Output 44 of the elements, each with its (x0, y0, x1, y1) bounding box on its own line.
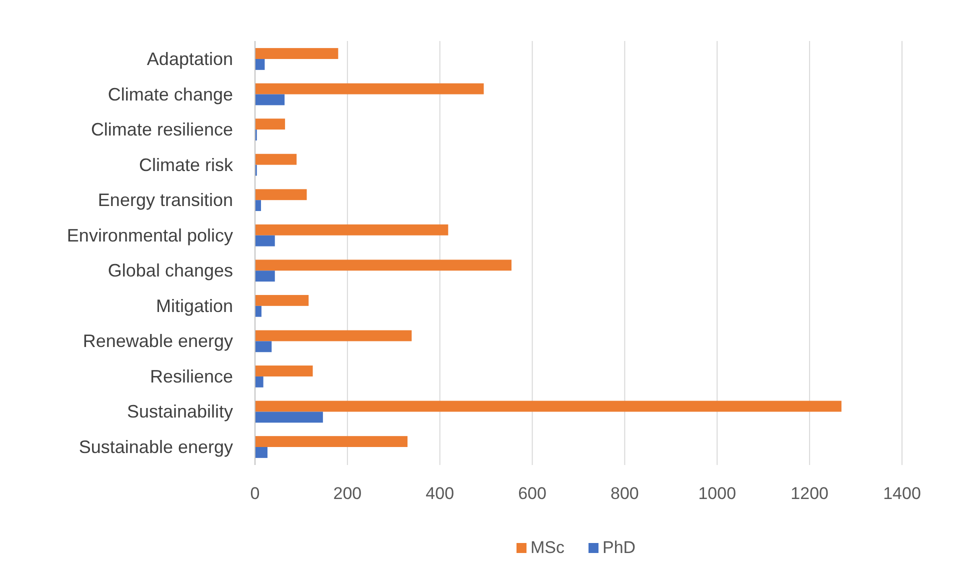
y-tick-label: Climate risk (138, 154, 234, 175)
bar (255, 83, 484, 94)
bar (255, 154, 297, 165)
y-tick-label: Climate change (108, 84, 233, 104)
bar (255, 189, 307, 200)
bar (255, 118, 286, 130)
x-tick-label: 1000 (698, 484, 736, 503)
y-tick-label: Mitigation (156, 296, 233, 316)
bar (255, 376, 264, 388)
x-tick-label: 600 (518, 484, 546, 503)
y-tick-label: Sustainability (126, 402, 233, 422)
bar (255, 436, 408, 448)
bar (255, 270, 275, 282)
bar (255, 94, 285, 106)
y-tick-label: Adaptation (146, 48, 233, 69)
y-tick-label: Energy transition (98, 190, 233, 210)
x-tick-label: 1200 (790, 484, 828, 503)
bar (255, 58, 265, 70)
y-tick-label: Renewable energy (82, 331, 233, 352)
bar (255, 341, 272, 352)
x-tick-label: 400 (426, 484, 454, 503)
bar (255, 330, 412, 342)
bar (255, 412, 323, 423)
bar (255, 200, 262, 212)
bar (255, 48, 338, 59)
bar (255, 294, 309, 306)
y-tick-label: Environmental policy (66, 225, 233, 246)
bar (255, 447, 268, 458)
x-tick-label: 0 (250, 484, 260, 503)
bar (255, 224, 448, 236)
x-tick-label: 1400 (883, 484, 921, 503)
bar (255, 260, 512, 271)
x-tick-label: 200 (333, 484, 362, 503)
legend-label: PhD (602, 538, 636, 557)
y-tick-label: Global changes (108, 260, 233, 281)
bar (255, 400, 842, 412)
bar (255, 366, 313, 376)
bar (255, 306, 262, 317)
y-tick-label: Climate resilience (90, 120, 233, 140)
y-tick-label: Sustainable energy (78, 437, 233, 458)
x-tick-label: 800 (610, 484, 639, 503)
bar (255, 235, 275, 246)
legend-label: MSc (530, 538, 565, 557)
y-tick-label: Resilience (150, 366, 233, 386)
